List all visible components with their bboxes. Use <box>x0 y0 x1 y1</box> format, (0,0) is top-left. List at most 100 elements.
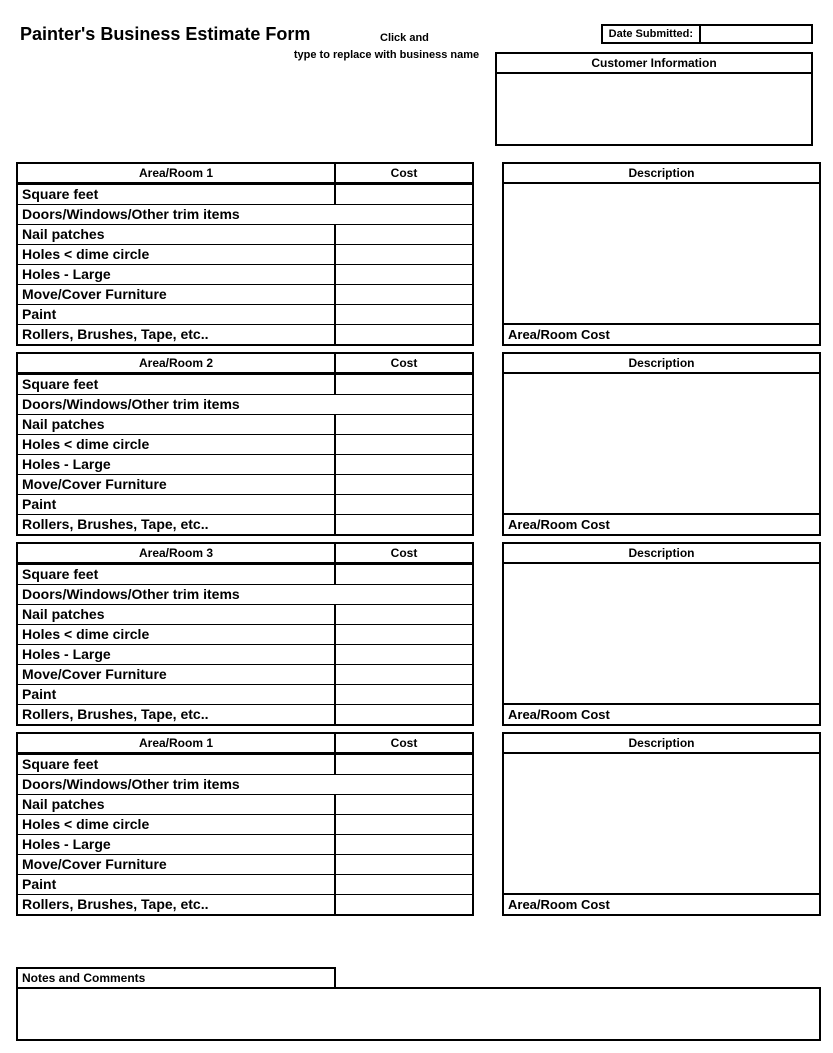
room-table: Area/Room 2CostSquare feetDoors/Windows/… <box>16 352 474 536</box>
room-item-label: Holes - Large <box>18 265 336 284</box>
room-item-row: Doors/Windows/Other trim items <box>18 394 472 414</box>
room-item-row: Move/Cover Furniture <box>18 664 472 684</box>
description-header: Description <box>504 354 819 374</box>
room-item-row: Move/Cover Furniture <box>18 474 472 494</box>
room-item-row: Holes - Large <box>18 264 472 284</box>
room-item-cost[interactable] <box>336 625 472 644</box>
room-section: Area/Room 1CostSquare feetDoors/Windows/… <box>16 732 821 916</box>
room-item-label: Move/Cover Furniture <box>18 855 336 874</box>
room-item-cost[interactable] <box>336 325 472 344</box>
room-item-cost[interactable] <box>336 415 472 434</box>
room-item-cost[interactable] <box>336 455 472 474</box>
room-item-cost[interactable] <box>336 645 472 664</box>
room-item-row: Doors/Windows/Other trim items <box>18 584 472 604</box>
room-item-row: Nail patches <box>18 224 472 244</box>
area-room-cost-label: Area/Room Cost <box>504 893 819 914</box>
room-item-row: Doors/Windows/Other trim items <box>18 774 472 794</box>
description-body[interactable] <box>504 374 819 513</box>
room-item-row: Holes < dime circle <box>18 624 472 644</box>
room-item-cost[interactable] <box>336 475 472 494</box>
room-item-label: Nail patches <box>18 415 336 434</box>
room-item-row: Doors/Windows/Other trim items <box>18 204 472 224</box>
room-item-row: Holes < dime circle <box>18 814 472 834</box>
description-body[interactable] <box>504 184 819 323</box>
notes-body[interactable] <box>16 987 821 1041</box>
room-item-cost[interactable] <box>336 185 472 204</box>
room-item-row: Move/Cover Furniture <box>18 854 472 874</box>
customer-info-body[interactable] <box>497 74 811 144</box>
top-right-column: Date Submitted: Customer Information <box>495 24 821 146</box>
room-item-cost[interactable] <box>336 375 472 394</box>
notes-label: Notes and Comments <box>16 967 336 987</box>
notes-block: Notes and Comments <box>16 967 821 1041</box>
room-title: Area/Room 1 <box>18 734 336 754</box>
room-item-label: Rollers, Brushes, Tape, etc.. <box>18 895 336 914</box>
room-item-cost[interactable] <box>336 685 472 704</box>
cost-header: Cost <box>336 544 472 564</box>
room-item-cost[interactable] <box>336 855 472 874</box>
room-item-cost[interactable] <box>336 665 472 684</box>
room-table-header: Area/Room 1Cost <box>18 734 472 754</box>
room-item-cost[interactable] <box>336 895 472 914</box>
room-table: Area/Room 1CostSquare feetDoors/Windows/… <box>16 162 474 346</box>
room-item-cost[interactable] <box>336 305 472 324</box>
room-table: Area/Room 3CostSquare feetDoors/Windows/… <box>16 542 474 726</box>
room-item-label: Square feet <box>18 565 336 584</box>
room-item-label: Square feet <box>18 755 336 774</box>
room-item-row: Paint <box>18 304 472 324</box>
room-item-label: Doors/Windows/Other trim items <box>18 585 472 604</box>
room-table-header: Area/Room 2Cost <box>18 354 472 374</box>
area-room-cost-label: Area/Room Cost <box>504 323 819 344</box>
room-item-row: Paint <box>18 684 472 704</box>
date-submitted-box: Date Submitted: <box>601 24 813 44</box>
room-item-cost[interactable] <box>336 795 472 814</box>
description-box: DescriptionArea/Room Cost <box>502 162 821 346</box>
room-item-row: Nail patches <box>18 794 472 814</box>
description-box: DescriptionArea/Room Cost <box>502 542 821 726</box>
room-section: Area/Room 1CostSquare feetDoors/Windows/… <box>16 162 821 346</box>
room-item-label: Doors/Windows/Other trim items <box>18 205 472 224</box>
room-item-cost[interactable] <box>336 435 472 454</box>
room-item-cost[interactable] <box>336 245 472 264</box>
cost-header: Cost <box>336 734 472 754</box>
room-item-cost[interactable] <box>336 875 472 894</box>
room-item-cost[interactable] <box>336 515 472 534</box>
room-item-label: Holes < dime circle <box>18 435 336 454</box>
room-table: Area/Room 1CostSquare feetDoors/Windows/… <box>16 732 474 916</box>
date-submitted-label: Date Submitted: <box>603 26 701 42</box>
room-table-header: Area/Room 1Cost <box>18 164 472 184</box>
description-body[interactable] <box>504 564 819 703</box>
description-box: Description Area/Room Cost <box>502 732 821 916</box>
room-item-cost[interactable] <box>336 225 472 244</box>
room-item-row: Paint <box>18 874 472 894</box>
room-item-cost[interactable] <box>336 755 472 774</box>
room-item-label: Rollers, Brushes, Tape, etc.. <box>18 705 336 724</box>
area-room-cost-label: Area/Room Cost <box>504 513 819 534</box>
room-item-label: Rollers, Brushes, Tape, etc.. <box>18 515 336 534</box>
room-item-cost[interactable] <box>336 705 472 724</box>
room-item-row: Holes - Large <box>18 834 472 854</box>
room-item-label: Paint <box>18 875 336 894</box>
area-room-cost-label: Area/Room Cost <box>504 703 819 724</box>
room-item-label: Move/Cover Furniture <box>18 475 336 494</box>
room-item-row: Rollers, Brushes, Tape, etc.. <box>18 514 472 534</box>
room-item-cost[interactable] <box>336 265 472 284</box>
room-item-row: Holes < dime circle <box>18 244 472 264</box>
room-item-cost[interactable] <box>336 495 472 514</box>
room-item-cost[interactable] <box>336 605 472 624</box>
cost-header: Cost <box>336 164 472 184</box>
room-item-cost[interactable] <box>336 285 472 304</box>
description-body[interactable] <box>504 754 819 893</box>
room-item-row: Nail patches <box>18 414 472 434</box>
room-item-label: Square feet <box>18 375 336 394</box>
room-item-cost[interactable] <box>336 815 472 834</box>
room-item-row: Holes - Large <box>18 454 472 474</box>
room-item-label: Holes - Large <box>18 645 336 664</box>
date-submitted-value[interactable] <box>701 26 811 42</box>
room-item-label: Holes < dime circle <box>18 625 336 644</box>
description-header: Description <box>504 734 819 754</box>
room-item-cost[interactable] <box>336 835 472 854</box>
room-item-cost[interactable] <box>336 565 472 584</box>
room-item-label: Paint <box>18 305 336 324</box>
room-item-label: Rollers, Brushes, Tape, etc.. <box>18 325 336 344</box>
